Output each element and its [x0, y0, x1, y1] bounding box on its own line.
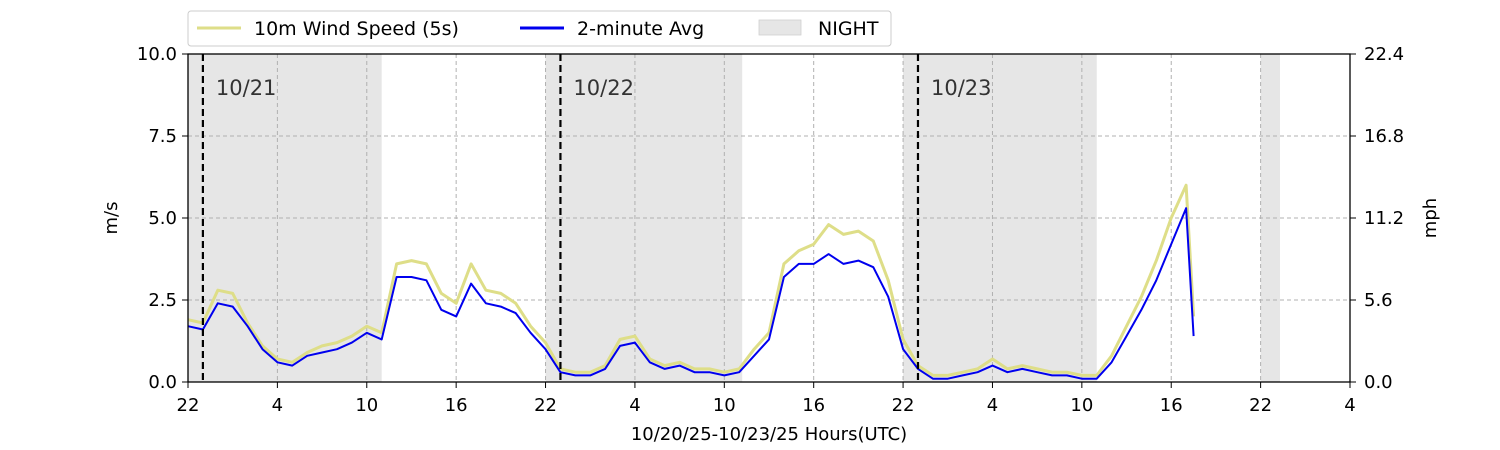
y-left-tick-label-4: 10.0	[137, 44, 177, 65]
legend: 10m Wind Speed (5s) 2-minute Avg NIGHT	[187, 10, 892, 47]
x-tick-label-7: 16	[802, 395, 825, 416]
y-right-tick-label-4: 22.4	[1364, 44, 1404, 65]
x-tick-label-2: 10	[355, 395, 378, 416]
legend-wind-speed-label: 10m Wind Speed (5s)	[254, 18, 459, 40]
y-axis-left-title: m/s	[101, 202, 122, 235]
day-marker-label-1: 10/22	[573, 76, 634, 100]
x-tick-label-0: 22	[177, 395, 200, 416]
series-line-1	[187, 207, 1195, 380]
legend-night-label: NIGHT	[818, 18, 879, 40]
y-left-tick-label-1: 2.5	[148, 290, 177, 311]
x-tick-label-10: 10	[1070, 395, 1093, 416]
series-lines	[187, 183, 1196, 380]
y-left-tick-label-2: 5.0	[148, 208, 177, 229]
y-right-tick-label-2: 11.2	[1364, 208, 1404, 229]
day-markers: 10/21 10/22 10/23	[201, 54, 992, 382]
axes: 22 4 10 16 22 4 10 16 22 4 10 16 22 4 0.0 2.5 5.0 7.5 10.0…	[137, 44, 1404, 416]
x-tick-label-1: 4	[272, 395, 283, 416]
x-tick-label-3: 16	[445, 395, 468, 416]
x-tick-label-11: 16	[1160, 395, 1183, 416]
legend-night-swatch	[758, 19, 802, 36]
y-left-tick-label-0: 0.0	[148, 372, 177, 393]
y-right-tick-label-1: 5.6	[1364, 290, 1393, 311]
night-band-3	[1260, 54, 1280, 382]
day-marker-label-2: 10/23	[931, 76, 992, 100]
y-axis-right-title: mph	[1420, 198, 1441, 238]
x-tick-label-4: 22	[534, 395, 557, 416]
x-axis-title: 10/20/25-10/23/25 Hours(UTC)	[631, 424, 907, 445]
x-tick-label-13: 4	[1344, 395, 1355, 416]
y-right-tick-label-3: 16.8	[1364, 126, 1404, 147]
x-tick-label-9: 4	[987, 395, 998, 416]
day-marker-label-0: 10/21	[216, 76, 277, 100]
x-tick-label-12: 22	[1249, 395, 1272, 416]
y-left-tick-label-3: 7.5	[148, 126, 177, 147]
series-line-0	[187, 183, 1196, 377]
x-tick-label-5: 4	[629, 395, 640, 416]
y-right-tick-label-0: 0.0	[1364, 372, 1393, 393]
x-tick-label-6: 10	[713, 395, 736, 416]
x-tick-label-8: 22	[892, 395, 915, 416]
legend-2min-avg-label: 2-minute Avg	[577, 18, 704, 40]
